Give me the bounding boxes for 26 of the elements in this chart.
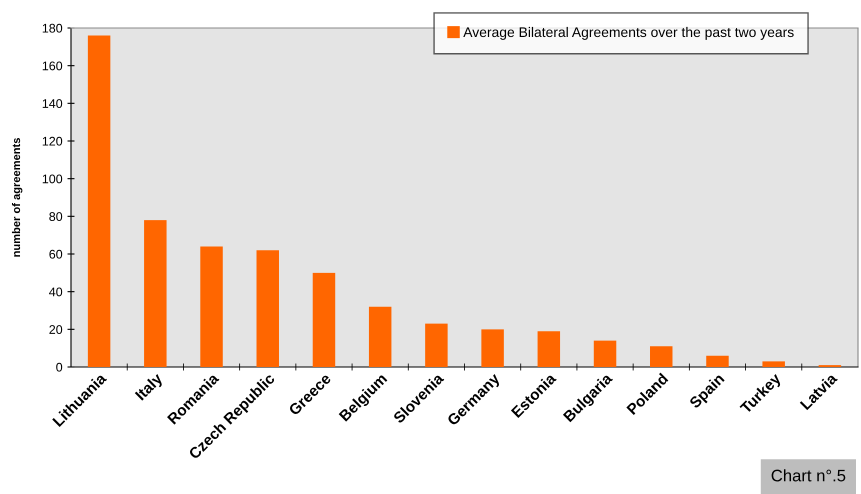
- bar: [594, 340, 616, 367]
- bar: [481, 329, 504, 367]
- bar: [650, 346, 672, 367]
- y-tick-label: 120: [42, 136, 62, 146]
- y-tick-label: 100: [42, 174, 62, 184]
- bar: [312, 272, 336, 367]
- y-tick-label: 80: [49, 212, 62, 221]
- y-tick-label: 160: [42, 61, 62, 70]
- y-axis-title: number of agreements: [12, 138, 22, 257]
- bar: [425, 324, 448, 367]
- bar: [200, 246, 223, 367]
- y-tick-label: 60: [49, 250, 62, 259]
- y-tick-label: 40: [49, 287, 62, 296]
- legend-label: Average Bilateral Agreements over the past two years: [463, 26, 794, 40]
- y-tick-label: 20: [49, 325, 62, 334]
- y-tick-label: 180: [42, 24, 62, 33]
- bar: [538, 331, 560, 367]
- text: Chart n°.5: [772, 469, 846, 482]
- bar: [368, 306, 392, 367]
- bar: [762, 361, 785, 367]
- bar: [144, 220, 167, 367]
- bar: [256, 250, 279, 367]
- bar: [706, 356, 729, 367]
- bar: [88, 36, 110, 367]
- y-tick-label: 140: [42, 99, 62, 108]
- y-tick-label: 0: [56, 362, 62, 372]
